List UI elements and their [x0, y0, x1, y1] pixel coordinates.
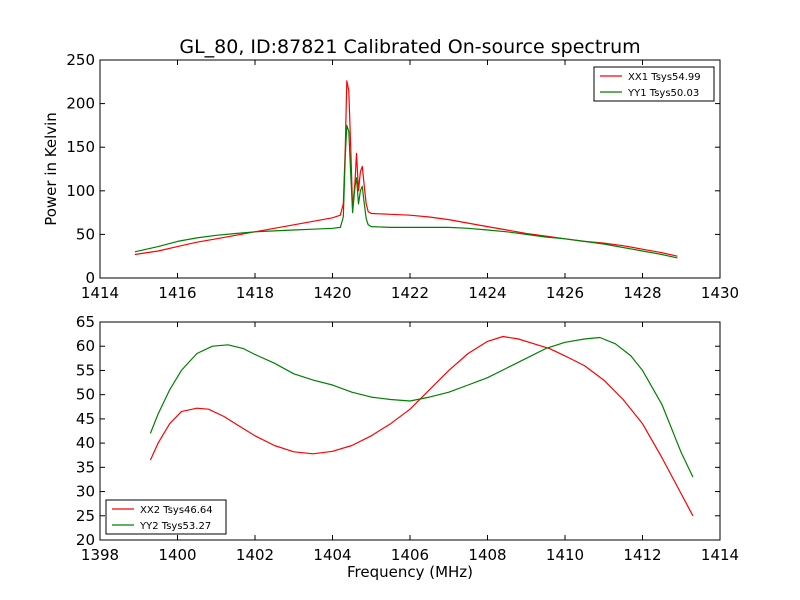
x-tick-label: 1408: [468, 546, 506, 564]
y-tick-label: 65: [76, 313, 95, 331]
x-tick-label: 1428: [623, 284, 661, 302]
y-tick-label: 25: [76, 507, 95, 525]
x-axis-label: Frequency (MHz): [347, 563, 473, 581]
y-tick-label: 50: [76, 225, 95, 243]
x-tick-label: 1410: [546, 546, 584, 564]
y-tick-label: 20: [76, 531, 95, 549]
x-tick-label: 1416: [158, 284, 196, 302]
y-tick-label: 60: [76, 337, 95, 355]
y-tick-label: 150: [66, 138, 95, 156]
bottom-subplot: 1398 1400 1402 1404 1406 1408 1410 1412 1414 20 25…: [76, 313, 739, 581]
x-tick-label: 1426: [546, 284, 584, 302]
series-line-0-1: [134, 124, 678, 259]
y-tick-label: 30: [76, 483, 95, 501]
legend-label: YY2 Tsys53.27: [139, 521, 211, 532]
x-tick-label: 1430: [701, 284, 739, 302]
top-subplot: 1414 1416 1418 1420 1422 1424 1426 1428 1430 0 50 1…: [42, 51, 739, 302]
y-tick-label: 35: [76, 458, 95, 476]
y-tick-label: 250: [66, 51, 95, 69]
x-tick-label: 1414: [701, 546, 739, 564]
x-tick-label: 1422: [391, 284, 429, 302]
legend: XX1 Tsys54.99 YY1 Tsys50.03: [593, 66, 715, 102]
x-tick-label: 1402: [236, 546, 274, 564]
y-axis-label: Power in Kelvin: [42, 112, 60, 226]
x-tick-label: 1400: [158, 546, 196, 564]
x-tick-label: 1398: [81, 546, 119, 564]
x-tick-label: 1424: [468, 284, 506, 302]
x-tick-label: 1418: [236, 284, 274, 302]
x-tick-label: 1420: [313, 284, 351, 302]
legend-label: XX2 Tsys46.64: [140, 505, 213, 516]
legend-box: [105, 499, 227, 535]
x-tick-label: 1406: [391, 546, 429, 564]
legend-label: XX1 Tsys54.99: [628, 72, 701, 83]
y-tick-label: 200: [66, 95, 95, 113]
legend: XX2 Tsys46.64 YY2 Tsys53.27: [105, 499, 227, 535]
y-tick-label: 50: [76, 386, 95, 404]
legend-box: [593, 66, 715, 102]
series-line-1-0: [149, 335, 694, 517]
y-tick-label: 100: [66, 182, 95, 200]
series-line-0-0: [134, 80, 678, 257]
x-tick-label: 1412: [623, 546, 661, 564]
series-line-1-1: [149, 336, 694, 478]
figure-title: GL_80, ID:87821 Calibrated On-source spe…: [179, 36, 640, 58]
x-tick-label: 1404: [313, 546, 351, 564]
y-tick-label: 45: [76, 410, 95, 428]
y-tick-label: 55: [76, 361, 95, 379]
y-tick-label: 40: [76, 434, 95, 452]
legend-label: YY1 Tsys50.03: [627, 88, 699, 99]
y-tick-label: 0: [85, 269, 95, 287]
x-tick-label: 1414: [81, 284, 119, 302]
